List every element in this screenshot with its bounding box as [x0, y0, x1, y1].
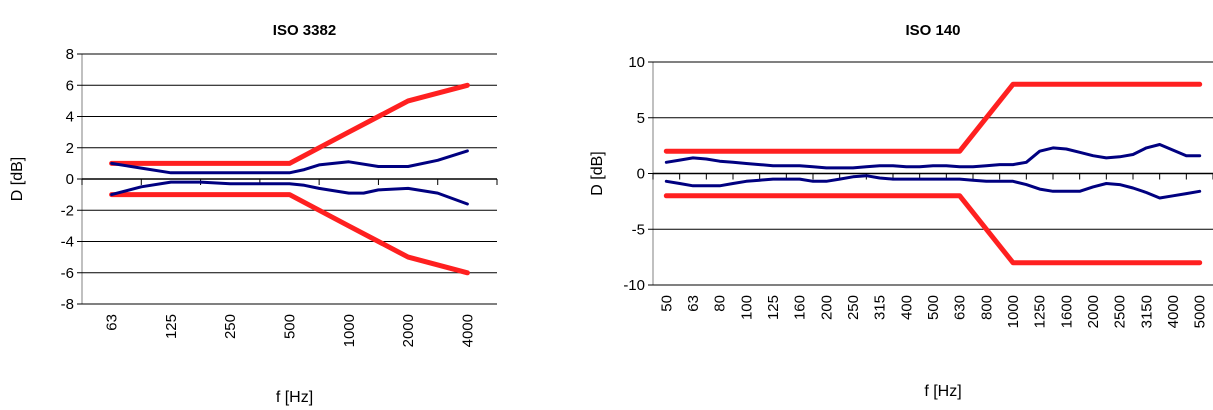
- iso3382-series-line-2: [110, 149, 469, 175]
- iso3382-x-axis-label: f [Hz]: [276, 389, 313, 406]
- iso3382-y-tick-label: 8: [66, 46, 74, 63]
- iso3382-x-tick-label: 500: [282, 314, 299, 339]
- iso3382-series-line-0: [109, 82, 470, 166]
- iso140-x-tick-label: 315: [872, 295, 889, 320]
- iso3382-y-axis-label: D [dB]: [9, 157, 26, 201]
- iso140-x-tick-label: 4000: [1165, 295, 1182, 328]
- iso140-x-tick-label: 125: [765, 295, 782, 320]
- iso140-y-tick-label: 0: [637, 166, 645, 183]
- iso140-x-tick-label: 400: [898, 295, 915, 320]
- iso140-x-tick-label: 2500: [1112, 295, 1129, 328]
- iso3382-y-tick-label: -8: [61, 296, 74, 313]
- iso140-x-tick-label: 1250: [1032, 295, 1049, 328]
- iso3382-x-tick-label: 250: [222, 314, 239, 339]
- iso140-y-tick-label: 10: [628, 54, 645, 71]
- iso3382-series-line-3: [110, 180, 469, 206]
- iso3382-y-tick-label: -6: [61, 265, 74, 282]
- iso3382-title: ISO 3382: [273, 22, 336, 39]
- iso3382-series-line-1: [109, 192, 470, 276]
- iso3382-y-tick-label: 0: [66, 171, 74, 188]
- iso140-x-tick-label: 2000: [1085, 295, 1102, 328]
- iso140-x-tick-label: 250: [845, 295, 862, 320]
- iso3382-x-tick-label: 1000: [341, 314, 358, 347]
- iso140-x-tick-label: 1600: [1058, 295, 1075, 328]
- iso140-x-tick-label: 800: [978, 295, 995, 320]
- iso3382-y-tick-label: -4: [61, 234, 74, 251]
- iso3382-y-tick-label: -2: [61, 202, 74, 219]
- iso140-x-tick-label: 50: [658, 295, 675, 312]
- iso3382-y-tick-label: 2: [66, 140, 74, 157]
- iso140-x-tick-label: 80: [712, 295, 729, 312]
- iso140-series-line-1: [663, 193, 1203, 266]
- iso140-title: ISO 140: [905, 22, 960, 39]
- iso140-x-tick-label: 63: [685, 295, 702, 312]
- iso140-chart: -10 -5 0 5 10 50 63 80 100 125 160 200 250 315 400 500 6…: [589, 22, 1213, 400]
- iso140-y-axis-label: D [dB]: [589, 151, 606, 195]
- iso3382-x-tick-label: 63: [104, 314, 121, 331]
- iso140-x-tick-label: 200: [818, 295, 835, 320]
- iso140-x-tick-label: 630: [952, 295, 969, 320]
- iso3382-chart: -8 -6 -4 -2 0 2 4 6 8 63 125 250 500 1000 2000 4000 ISO …: [9, 22, 498, 406]
- iso140-y-tick-label: 5: [637, 110, 645, 127]
- iso140-x-tick-label: 500: [925, 295, 942, 320]
- iso140-y-tick-label: -5: [632, 221, 645, 238]
- iso140-x-tick-label: 3150: [1138, 295, 1155, 328]
- iso140-y-tick-label: -10: [623, 277, 645, 294]
- iso3382-y-tick-label: 6: [66, 77, 74, 94]
- iso140-x-tick-label: 1000: [1005, 295, 1022, 328]
- iso3382-x-tick-label: 2000: [400, 314, 417, 347]
- iso140-series-line-0: [663, 81, 1203, 154]
- iso140-x-axis-label: f [Hz]: [924, 383, 961, 400]
- iso3382-x-tick-label: 4000: [459, 314, 476, 347]
- iso140-x-tick-label: 5000: [1192, 295, 1209, 328]
- iso140-x-tick-label: 160: [792, 295, 809, 320]
- iso140-series-line-2: [664, 143, 1202, 170]
- iso140-series-line-3: [664, 174, 1202, 200]
- iso3382-y-tick-label: 4: [66, 109, 74, 126]
- iso140-x-tick-label: 100: [738, 295, 755, 320]
- iso3382-x-tick-label: 125: [163, 314, 180, 339]
